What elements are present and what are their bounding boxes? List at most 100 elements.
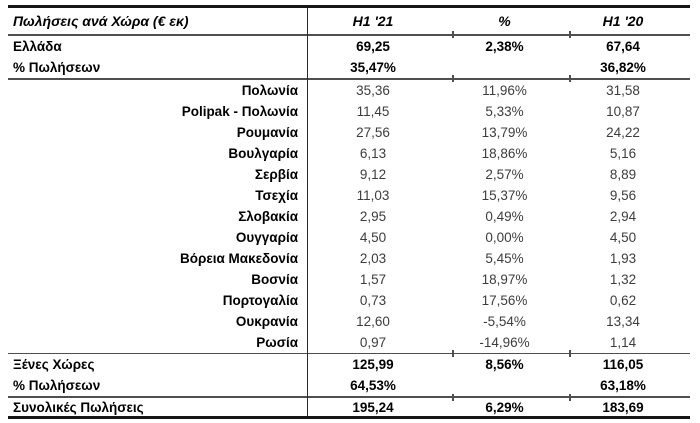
table-row: Βόρεια Μακεδονία 2,03 5,45% 1,93 [8,248,690,269]
row-label: Ξένες Χώρες [13,357,95,373]
table-row: Συνολικές Πωλήσεις 195,24 6,29% 183,69 [8,398,690,416]
table-row: Ρωσία 0,97 -14,96% 1,14 [8,332,690,353]
separator-line [8,394,690,401]
cell-pct: 17,56% [481,292,528,308]
table-row: Ουγγαρία 4,50 0,00% 4,50 [8,227,690,248]
cell-h1-20: 1,93 [609,250,637,266]
cell-h1-20: 36,82% [600,59,646,75]
cell-h1-21: 2,95 [359,208,387,224]
table-row: Ελλάδα 69,25 2,38% 67,64 [8,36,690,57]
cell-h1-20: 8,89 [609,166,637,182]
cell-pct: 15,37% [481,187,528,203]
cell-h1-20: 9,56 [609,187,637,203]
separator-line [8,350,690,357]
cell-h1-20: 0,62 [609,292,637,308]
cell-h1-21: 0,73 [359,292,387,308]
table-row: Βουλγαρία 6,13 18,86% 5,16 [8,143,690,164]
cell-h1-21: 11,45 [356,103,390,119]
cell-h1-20: 116,05 [602,357,644,373]
cell-pct: 11,96% [482,82,527,98]
col-header-pct: % [498,13,511,29]
cell-h1-20: 31,58 [606,82,640,98]
row-label: % Πωλήσεων [13,59,101,75]
column-divider-line [307,8,309,417]
cell-pct: 13,79% [481,124,528,140]
cell-pct: 6,29% [485,399,524,415]
cell-h1-21: 0,97 [359,334,387,350]
cell-pct: 5,33% [485,103,524,119]
cell-pct: 2,38% [485,38,524,54]
cell-pct: 8,56% [485,357,524,373]
cell-h1-21: 12,60 [356,313,390,329]
row-label: Βοσνία [251,271,298,287]
table-title: Πωλήσεις ανά Χώρα (€ εκ) [13,13,189,29]
row-label: Πολωνία [241,82,298,98]
cell-h1-20: 67,64 [606,38,640,54]
row-label: Πορτογαλία [222,292,298,308]
cell-h1-21: 6,13 [359,145,387,161]
row-label: Βόρεια Μακεδονία [179,250,298,266]
cell-h1-21: 1,57 [359,271,387,287]
row-label: Βουλγαρία [228,145,298,161]
cell-pct: -14,96% [479,334,530,350]
table-row: Ξένες Χώρες 125,99 8,56% 116,05 [8,354,690,375]
cell-h1-21: 64,53% [350,378,396,394]
row-label: Τσεχία [255,187,298,203]
cell-h1-21: 125,99 [352,357,394,373]
table-row: Τσεχία 11,03 15,37% 9,56 [8,185,690,206]
row-label: Ουκρανία [235,313,298,329]
row-label: Ελλάδα [13,38,62,54]
cell-h1-21: 35,36 [356,82,390,98]
cell-pct: 5,45% [485,250,524,266]
table-row: % Πωλήσεων 35,47% 36,82% [8,57,690,78]
cell-h1-20: 2,94 [609,208,637,224]
row-label: Polipak - Πολωνία [181,103,298,119]
cell-h1-20: 1,32 [609,271,637,287]
cell-h1-20: 1,14 [609,334,637,350]
table-header-row: Πωλήσεις ανά Χώρα (€ εκ) H1 '21 % H1 '20 [8,8,690,34]
cell-h1-21: 27,56 [356,124,390,140]
cell-h1-20: 183,69 [602,399,644,415]
cell-h1-21: 35,47% [350,59,396,75]
table-row: Πορτογαλία 0,73 17,56% 0,62 [8,290,690,311]
col-header-h1-20: H1 '20 [602,13,644,29]
separator-line [8,31,690,38]
cell-pct: 18,86% [481,145,528,161]
row-label: % Πωλήσεων [13,378,101,394]
table-row: Πολωνία 35,36 11,96% 31,58 [8,80,690,101]
cell-pct: 18,97% [481,271,528,287]
cell-h1-21: 195,24 [352,399,394,415]
row-label: Ρωσία [256,334,298,350]
cell-h1-21: 4,50 [359,229,387,245]
table-row: Βοσνία 1,57 18,97% 1,32 [8,269,690,290]
table-row: Σλοβακία 2,95 0,49% 2,94 [8,206,690,227]
cell-h1-20: 24,22 [606,124,640,140]
row-label: Σερβία [254,166,298,182]
cell-h1-20: 5,16 [609,145,637,161]
cell-h1-21: 69,25 [356,38,390,54]
row-label: Συνολικές Πωλήσεις [13,399,144,415]
row-label: Ρουμανία [236,124,298,140]
separator-line [8,75,690,82]
sales-by-country-table: Πωλήσεις ανά Χώρα (€ εκ) H1 '21 % H1 '20… [8,5,690,420]
table-row: Ουκρανία 12,60 -5,54% 13,34 [8,311,690,332]
col-header-h1-21: H1 '21 [352,13,394,29]
table-row: Σερβία 9,12 2,57% 8,89 [8,164,690,185]
cell-h1-20: 4,50 [609,229,637,245]
cell-pct: 2,57% [485,166,524,182]
cell-h1-21: 9,12 [359,166,387,182]
cell-pct: 0,00% [485,229,524,245]
table-body: Ελλάδα 69,25 2,38% 67,64 % Πωλήσεων 35,47% 36,… [8,36,690,416]
row-label: Ουγγαρία [235,229,298,245]
cell-pct: -5,54% [483,313,526,329]
cell-h1-21: 2,03 [359,250,387,266]
cell-pct: 0,49% [485,208,524,224]
cell-h1-20: 63,18% [600,378,646,394]
row-label: Σλοβακία [238,208,298,224]
cell-h1-21: 11,03 [356,187,390,203]
table-row: Ρουμανία 27,56 13,79% 24,22 [8,122,690,143]
table-row: Polipak - Πολωνία 11,45 5,33% 10,87 [8,101,690,122]
cell-h1-20: 13,34 [606,313,640,329]
cell-h1-20: 10,87 [606,103,640,119]
